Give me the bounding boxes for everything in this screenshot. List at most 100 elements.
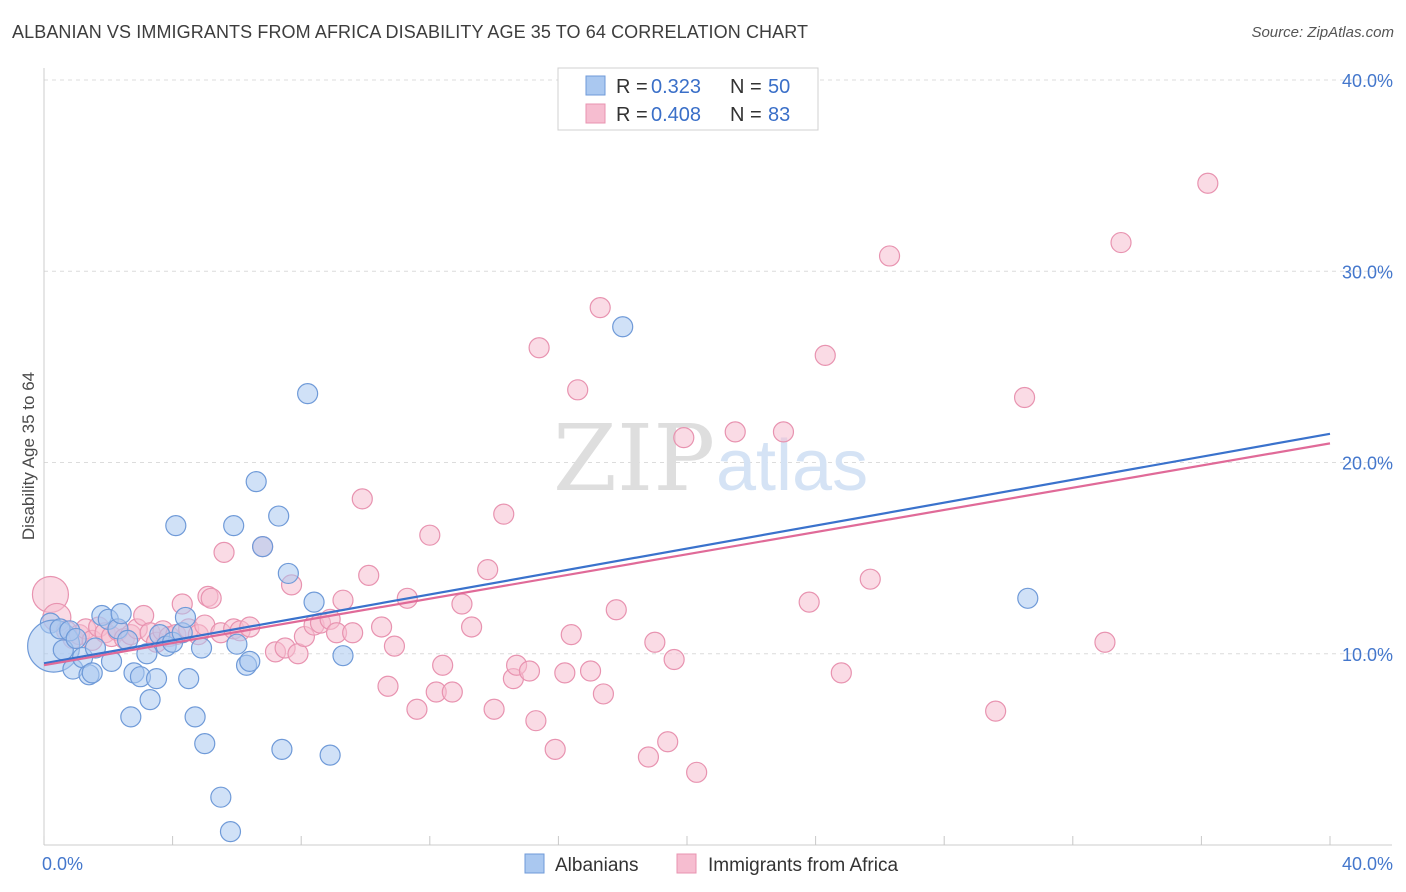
x-ticks <box>43 836 1331 845</box>
legend-n-label-1: N = <box>730 76 762 98</box>
point-albanian <box>184 706 206 728</box>
point-africa <box>814 344 836 366</box>
point-africa <box>342 622 364 644</box>
point-africa <box>451 593 473 615</box>
point-africa <box>644 631 666 653</box>
point-albanian <box>1017 587 1039 609</box>
point-africa <box>985 700 1007 722</box>
point-albanian <box>174 606 197 629</box>
point-albanian <box>81 662 103 684</box>
point-albanian <box>303 591 325 613</box>
point-albanian <box>297 383 319 405</box>
x-tick-label-min: 0.0% <box>42 854 83 874</box>
point-africa <box>477 558 499 581</box>
point-africa <box>605 599 627 621</box>
legend-r-label-1: R = <box>616 76 648 98</box>
point-africa <box>859 568 881 590</box>
trend-line-africa <box>43 442 1331 667</box>
point-albanian <box>332 645 354 667</box>
point-albanian <box>612 316 634 338</box>
point-albanian <box>110 602 132 625</box>
watermark-zip: ZIP <box>553 405 715 512</box>
point-albanian <box>223 515 245 537</box>
legend-swatch-albanians <box>585 75 606 96</box>
point-africa <box>1013 386 1036 409</box>
legend-box: R = 0.323 N = 50 R = 0.408 N = 83 <box>557 67 819 131</box>
point-africa <box>637 746 660 768</box>
point-albanian <box>190 637 213 659</box>
grid-lines <box>44 79 1392 655</box>
point-albanian <box>277 562 299 585</box>
point-africa <box>567 379 589 401</box>
point-africa <box>483 698 505 720</box>
point-africa <box>589 296 611 319</box>
point-africa <box>441 681 463 703</box>
point-africa <box>370 616 393 638</box>
point-africa <box>673 427 695 449</box>
point-albanian <box>219 821 242 843</box>
trend-lines <box>43 432 1331 667</box>
point-africa <box>406 698 428 720</box>
point-africa <box>377 675 399 697</box>
y-tick-labels: 10.0% 20.0% 30.0% 40.0% <box>1342 71 1393 665</box>
legend-n-label-2: N = <box>730 104 762 126</box>
legend-n-value-1: 50 <box>768 76 790 98</box>
point-albanian <box>268 505 290 527</box>
axes <box>43 68 1392 846</box>
legend-r-value-1: 0.323 <box>651 76 701 98</box>
point-africa <box>460 616 483 638</box>
series-legend-label-africa: Immigrants from Africa <box>708 855 898 876</box>
series-legend-swatch-africa <box>676 853 697 874</box>
source-label: Source: ZipAtlas.com <box>1251 24 1394 41</box>
y-tick-label: 10.0% <box>1342 645 1393 665</box>
point-albanian <box>65 627 87 650</box>
point-africa <box>432 654 454 676</box>
point-albanian <box>178 668 200 690</box>
y-axis-label: Disability Age 35 to 64 <box>19 372 38 540</box>
series-legend-swatch-albanians <box>524 853 545 874</box>
point-albanian <box>210 786 232 808</box>
point-africa <box>560 624 582 646</box>
point-africa <box>579 660 602 682</box>
point-albanian <box>120 706 142 728</box>
point-africa <box>358 564 380 586</box>
chart-title: ALBANIAN VS IMMIGRANTS FROM AFRICA DISAB… <box>12 22 809 42</box>
point-africa <box>525 710 547 732</box>
point-africa <box>213 541 235 563</box>
y-tick-label: 40.0% <box>1342 71 1393 91</box>
point-albanian <box>252 536 274 558</box>
point-albanian <box>245 471 267 493</box>
point-africa <box>528 337 550 359</box>
y-tick-label: 30.0% <box>1342 262 1393 282</box>
point-albanian <box>139 689 161 711</box>
legend-r-value-2: 0.408 <box>651 104 701 126</box>
series-legend: Albanians Immigrants from Africa <box>524 853 898 876</box>
point-albanian <box>165 515 187 537</box>
point-africa <box>798 591 820 613</box>
series-legend-label-albanians: Albanians <box>555 855 638 876</box>
point-africa <box>663 648 685 671</box>
point-albanian <box>239 650 261 673</box>
y-tick-label: 20.0% <box>1342 454 1393 474</box>
point-africa <box>1110 231 1132 254</box>
point-africa <box>592 683 615 705</box>
point-africa <box>1094 631 1116 653</box>
point-africa <box>830 662 852 684</box>
legend-n-value-2: 83 <box>768 104 790 126</box>
point-africa <box>544 738 566 760</box>
point-africa <box>686 761 708 783</box>
point-africa <box>332 589 354 611</box>
point-albanian <box>145 668 168 690</box>
point-africa <box>351 488 373 510</box>
point-africa <box>383 635 406 657</box>
trend-line-albanian <box>43 432 1331 665</box>
legend-swatch-africa <box>585 103 606 124</box>
point-albanian <box>271 738 293 760</box>
point-africa <box>1197 172 1219 194</box>
point-africa <box>200 587 222 609</box>
point-albanian <box>319 744 341 766</box>
point-africa <box>878 245 901 267</box>
point-africa <box>724 421 746 443</box>
watermark: ZIP atlas <box>553 405 868 512</box>
